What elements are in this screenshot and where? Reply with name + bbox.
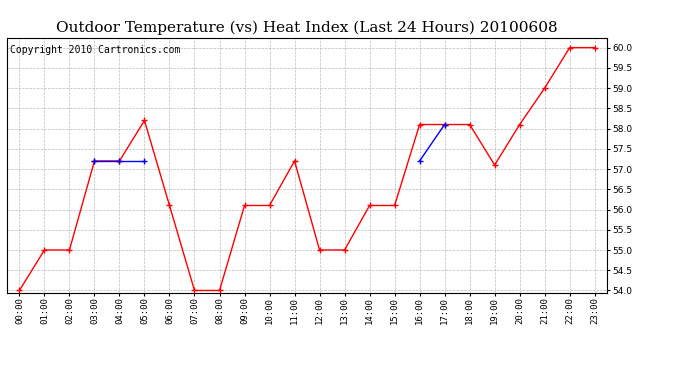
Text: Copyright 2010 Cartronics.com: Copyright 2010 Cartronics.com [10,45,180,55]
Title: Outdoor Temperature (vs) Heat Index (Last 24 Hours) 20100608: Outdoor Temperature (vs) Heat Index (Las… [57,21,558,35]
